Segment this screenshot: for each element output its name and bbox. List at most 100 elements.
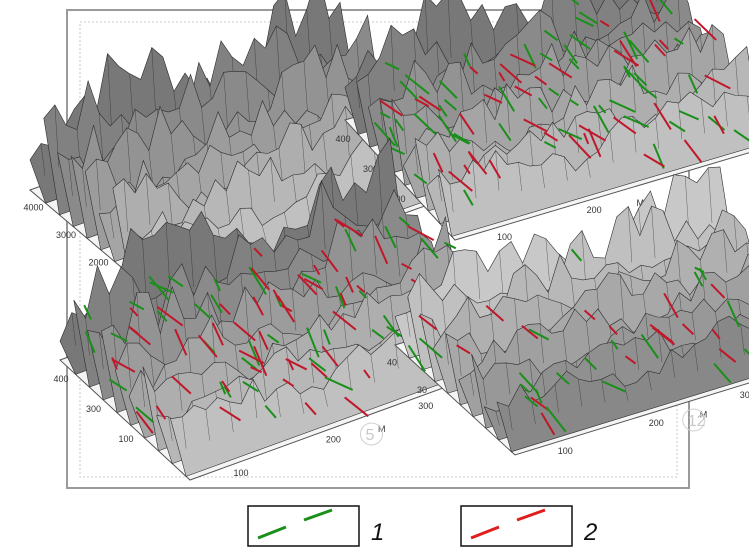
lineament-stroke: [242, 380, 260, 393]
terrain-hatch: [189, 230, 194, 288]
terrain-hatch: [632, 65, 636, 113]
legend-swatch-box-1: [247, 505, 360, 547]
tick-label-depth: 2000: [89, 258, 109, 268]
lineament-stroke: [528, 328, 550, 341]
lineament-stroke: [653, 102, 672, 130]
terrain-hatch: [611, 342, 616, 377]
terrain-hatch: [658, 329, 663, 363]
lineament-stroke: [519, 383, 531, 393]
lineament-stroke: [149, 281, 174, 294]
terrain-hatch: [529, 358, 534, 389]
terrain-hatch: [300, 124, 306, 173]
terrain-hatch: [539, 323, 544, 364]
lineament-stroke: [373, 121, 396, 147]
lineament-stroke: [543, 140, 557, 149]
lineament-stroke: [333, 218, 345, 228]
terrain-hatch: [449, 184, 454, 213]
legend-label-1: 1: [371, 519, 384, 546]
lineament-stroke: [345, 276, 354, 293]
lineament-stroke: [407, 344, 427, 372]
lineament-stroke: [135, 410, 154, 434]
panel-badge-number: 12: [688, 413, 706, 430]
tick-label-depth: 100: [119, 434, 134, 444]
lineament-stroke: [543, 29, 559, 42]
terrain-hatch: [82, 168, 87, 207]
terrain-hatch: [499, 250, 504, 295]
lineament-stroke: [323, 329, 331, 345]
terrain-hatch: [354, 182, 359, 233]
terrain-hatch: [177, 373, 183, 411]
lineament-stroke: [304, 401, 317, 416]
terrain-hatch: [684, 176, 690, 231]
lineament-stroke: [693, 18, 717, 41]
terrain-hatch: [276, 25, 281, 89]
terrain-hatch: [309, 349, 315, 384]
lineament-stroke: [135, 406, 155, 424]
lineament-stroke: [530, 396, 550, 412]
terrain-hatch: [226, 190, 231, 225]
lineament-stroke: [558, 127, 583, 141]
lineament-stroke: [624, 355, 637, 365]
tick-label-x: 200: [326, 434, 341, 444]
lineament-stroke: [310, 362, 328, 379]
lineament-stroke: [148, 275, 170, 301]
terrain-hatch: [123, 178, 129, 232]
terrain-hatch: [160, 333, 165, 367]
lineament-stroke: [469, 66, 479, 75]
lineament-stroke: [643, 153, 665, 168]
lineament-stroke: [404, 74, 430, 95]
lineament-stroke: [563, 44, 578, 64]
lineament-stroke: [83, 304, 92, 320]
lineament-stroke: [711, 328, 721, 340]
terrain-hatch: [223, 72, 228, 129]
terrain-hatch: [541, 164, 545, 189]
lineament-stroke: [219, 406, 242, 422]
lineament-stroke: [693, 271, 704, 287]
terrain-hatch: [691, 312, 696, 341]
terrain-hatch: [552, 122, 557, 160]
terrain-hatch: [205, 409, 211, 441]
lineament-stroke: [155, 405, 167, 420]
lineament-stroke: [418, 337, 443, 359]
tick-label-x: 200: [649, 418, 664, 428]
lineament-stroke: [583, 309, 596, 321]
tick-label-x: 300: [740, 390, 749, 400]
terrain-hatch: [292, 174, 297, 205]
terrain-hatch: [414, 146, 419, 175]
terrain-hatch: [506, 362, 511, 395]
terrain-hatch: [601, 379, 606, 403]
terrain-hatch: [262, 225, 267, 242]
lineament-stroke: [438, 104, 448, 118]
terrain-hatch: [585, 58, 590, 99]
terrain-hatch: [676, 240, 681, 286]
terrain-hatch: [68, 159, 73, 197]
lineament-stroke: [303, 277, 324, 291]
tick-label-depth: 400: [54, 374, 69, 384]
lineament-stroke: [250, 366, 263, 374]
terrain-hatch: [291, 288, 297, 331]
lineament-stroke: [414, 97, 430, 108]
lineament-stroke: [388, 126, 399, 148]
legend-dash-2a: [470, 525, 500, 540]
lineament-stroke: [578, 124, 607, 142]
tick-label-x: 300: [418, 401, 433, 411]
terrain-hatch: [239, 208, 245, 239]
terrain-hatch: [212, 234, 218, 284]
lineament-stroke: [111, 357, 118, 370]
lineament-stroke: [363, 369, 371, 379]
lineament-stroke: [394, 118, 405, 132]
lineament-stroke: [219, 381, 227, 395]
lineament-stroke: [111, 358, 136, 373]
terrain-hatch: [126, 343, 132, 389]
lineament-stroke: [710, 283, 726, 299]
terrain-hatch: [470, 373, 475, 396]
lineament-stroke: [321, 345, 339, 367]
terrain-hatch: [470, 42, 475, 94]
terrain-hatch: [252, 379, 258, 419]
lineament-stroke: [628, 39, 650, 64]
lineament-stroke: [129, 300, 145, 311]
lineament-stroke: [598, 104, 607, 114]
lineament-stroke: [110, 332, 128, 343]
tick-label-x: 200: [587, 205, 602, 215]
